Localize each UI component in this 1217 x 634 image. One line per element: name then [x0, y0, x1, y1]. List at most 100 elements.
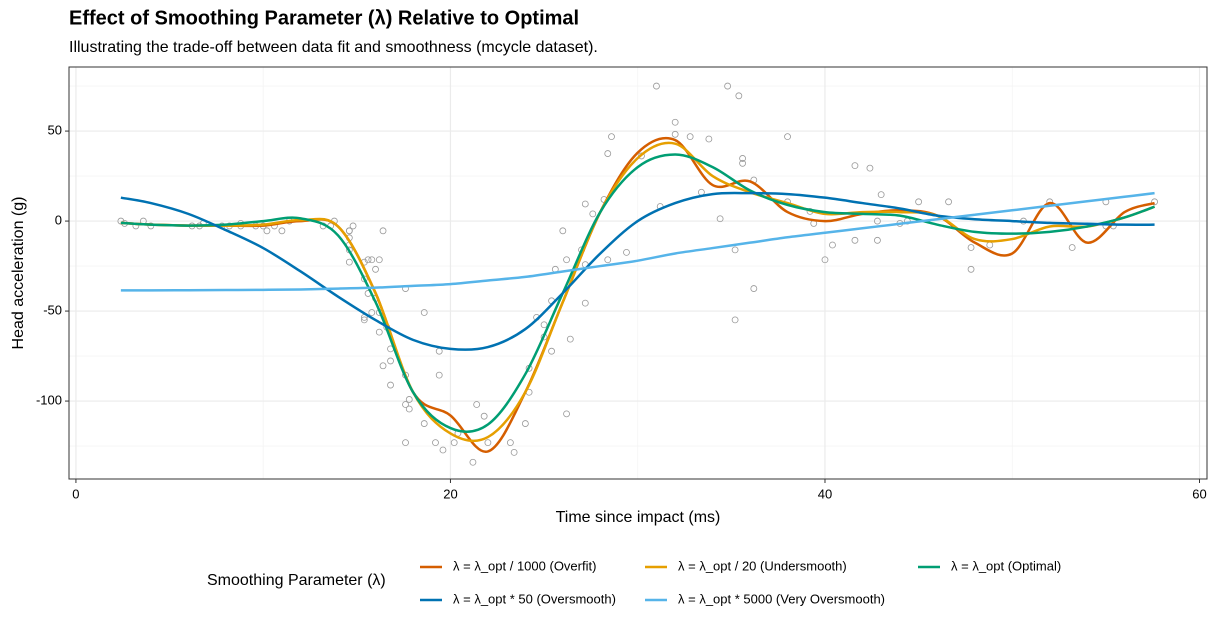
- y-tick-label: 50: [48, 123, 62, 138]
- data-point: [829, 241, 836, 249]
- data-point: [724, 82, 732, 90]
- data-point: [405, 405, 413, 413]
- data-point: [349, 222, 357, 230]
- data-point: [278, 227, 286, 235]
- legend-label: λ = λ_opt / 1000 (Overfit): [453, 558, 596, 573]
- x-axis-title: Time since impact (ms): [556, 509, 721, 526]
- data-point: [604, 150, 612, 157]
- data-point: [402, 401, 409, 408]
- data-point: [1068, 244, 1076, 251]
- data-point: [851, 162, 859, 170]
- data-point: [387, 381, 394, 389]
- data-point: [510, 448, 518, 456]
- legend-label: λ = λ_opt * 50 (Oversmooth): [453, 591, 616, 606]
- data-point: [716, 215, 724, 223]
- data-point: [581, 299, 589, 307]
- data-point: [945, 198, 952, 206]
- data-point: [360, 275, 368, 283]
- data-point: [563, 256, 570, 264]
- data-point: [731, 246, 739, 254]
- data-point: [821, 256, 829, 264]
- data-point: [345, 258, 353, 266]
- data-point: [967, 265, 975, 273]
- data-point: [473, 401, 481, 408]
- legend-title: Smoothing Parameter (λ): [207, 572, 386, 589]
- data-point: [368, 309, 376, 316]
- data-point: [364, 256, 372, 264]
- data-point: [420, 309, 428, 316]
- data-point: [360, 316, 368, 324]
- series-line: [120, 141, 1155, 443]
- data-point: [986, 241, 994, 249]
- plot-panel: [69, 67, 1207, 479]
- data-point: [874, 217, 881, 225]
- chart-subtitle: Illustrating the trade-off between data …: [69, 39, 598, 56]
- data-point: [589, 210, 597, 218]
- data-point: [540, 321, 548, 329]
- data-point: [432, 439, 439, 447]
- data-point: [379, 362, 387, 370]
- data-point: [739, 155, 746, 162]
- data-point: [372, 265, 379, 273]
- chart-title: Effect of Smoothing Parameter (λ) Relati…: [69, 7, 579, 29]
- data-point: [450, 439, 458, 447]
- data-point: [379, 227, 387, 235]
- y-tick-label: 0: [55, 213, 62, 228]
- data-point: [731, 316, 739, 324]
- data-point: [671, 118, 679, 126]
- legend-label: λ = λ_opt * 5000 (Very Oversmooth): [678, 591, 885, 606]
- data-point: [469, 458, 477, 466]
- data-point: [1151, 198, 1158, 206]
- x-tick-label: 0: [72, 486, 79, 501]
- y-tick-label: -100: [36, 393, 62, 408]
- y-axis-title: Head acceleration (g): [10, 197, 27, 350]
- data-point: [420, 420, 428, 427]
- x-tick-label: 40: [818, 486, 832, 501]
- data-point: [671, 130, 679, 138]
- data-point: [439, 446, 447, 454]
- data-point: [874, 236, 881, 244]
- data-point: [750, 285, 758, 292]
- data-point: [375, 328, 383, 336]
- series-line: [120, 191, 1155, 351]
- data-point: [506, 439, 514, 447]
- data-point: [566, 335, 574, 343]
- data-point: [405, 396, 413, 403]
- y-tick-label: -50: [43, 303, 62, 318]
- data-point: [263, 227, 271, 235]
- data-point: [484, 439, 492, 447]
- data-point: [559, 227, 567, 235]
- data-point: [548, 347, 555, 355]
- data-point: [739, 159, 746, 167]
- data-point: [435, 347, 443, 355]
- data-point: [623, 248, 630, 256]
- legend-label: λ = λ_opt (Optimal): [951, 558, 1061, 573]
- series-line: [120, 191, 1155, 292]
- data-point: [604, 256, 612, 264]
- data-point: [387, 357, 394, 365]
- data-point: [915, 198, 923, 206]
- x-tick-label: 60: [1192, 486, 1206, 501]
- data-point: [653, 82, 660, 90]
- data-point: [686, 133, 694, 141]
- plot-border: [68, 66, 1208, 480]
- data-point: [521, 420, 529, 427]
- data-point: [563, 410, 570, 418]
- data-point: [735, 92, 743, 100]
- data-point: [866, 164, 874, 172]
- data-point: [375, 256, 383, 264]
- data-point: [608, 133, 615, 141]
- data-point: [967, 244, 975, 251]
- data-point: [480, 412, 488, 420]
- data-point: [705, 135, 713, 143]
- data-point: [435, 371, 443, 379]
- data-point: [851, 236, 859, 244]
- legend-label: λ = λ_opt / 20 (Undersmooth): [678, 558, 847, 573]
- data-point: [784, 133, 791, 141]
- series-line: [120, 153, 1155, 433]
- data-point: [345, 227, 353, 235]
- data-point: [402, 439, 409, 447]
- data-point: [368, 256, 376, 264]
- x-tick-label: 20: [443, 486, 457, 501]
